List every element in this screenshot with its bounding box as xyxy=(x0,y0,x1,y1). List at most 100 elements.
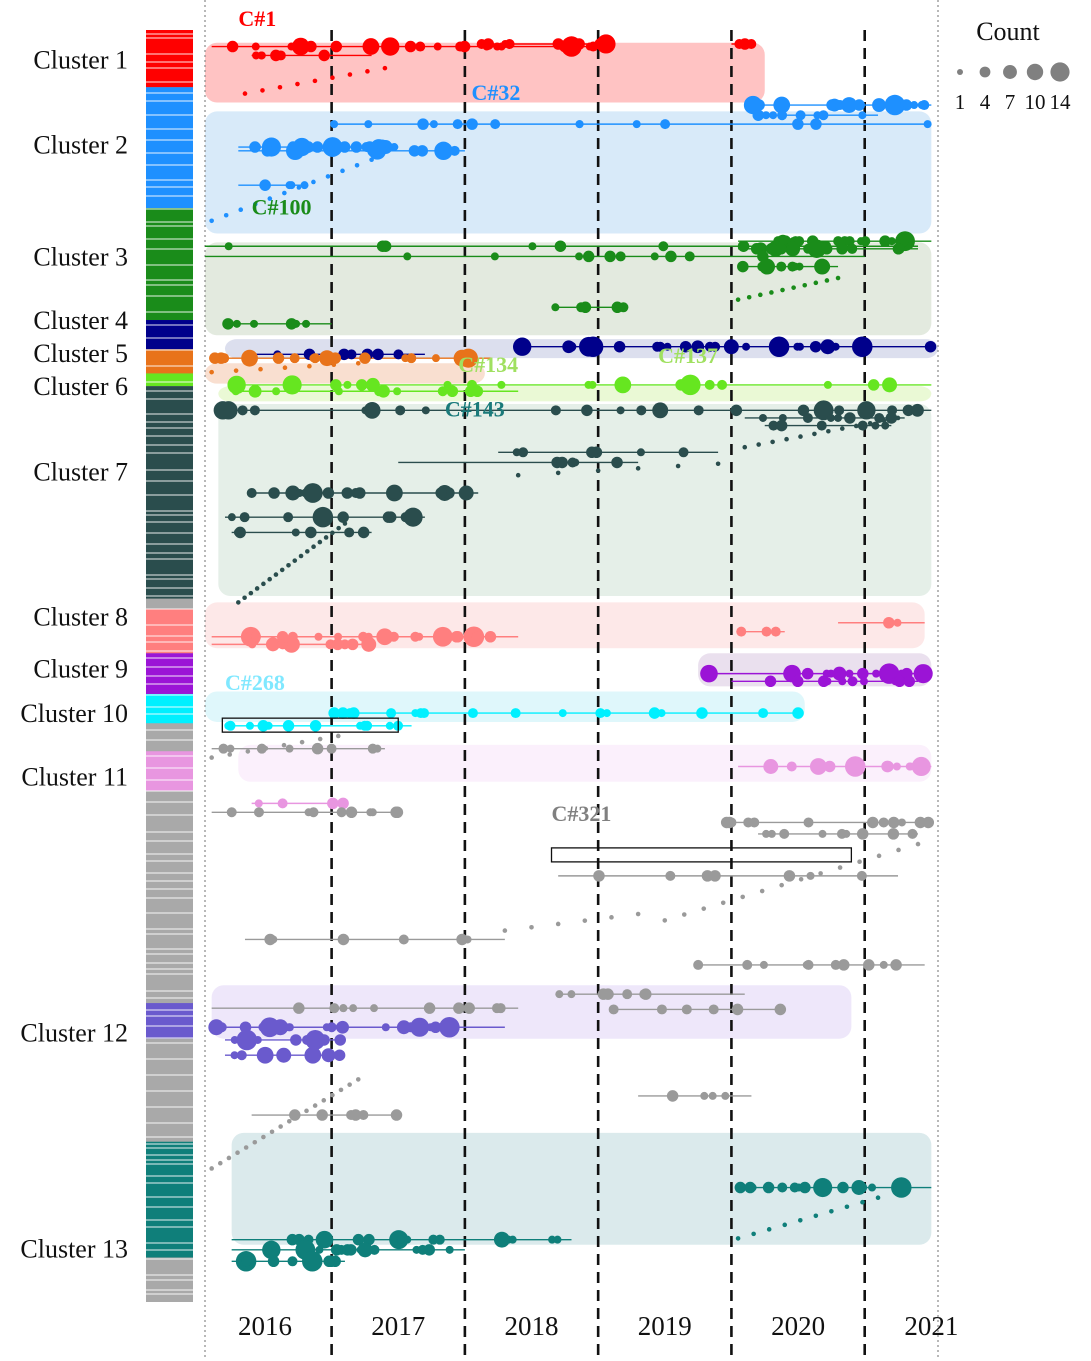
event-point xyxy=(717,379,728,390)
event-point xyxy=(792,118,804,130)
staircase-point xyxy=(875,1195,881,1200)
event-point xyxy=(838,959,850,971)
event-point xyxy=(227,375,246,395)
event-point xyxy=(613,340,626,353)
event-point xyxy=(395,405,406,416)
legend-size-label: 4 xyxy=(980,90,991,114)
event-point xyxy=(452,119,463,130)
event-point xyxy=(888,98,901,112)
event-point xyxy=(795,110,806,121)
staircase-point xyxy=(824,278,830,283)
staircase-point xyxy=(340,168,345,174)
x-tick-label: 2021 xyxy=(904,1311,958,1341)
staircase-point xyxy=(295,81,300,87)
event-point xyxy=(684,251,695,262)
event-point xyxy=(893,675,906,688)
cluster-bar-segment xyxy=(146,1141,193,1258)
event-point xyxy=(467,708,478,719)
event-point xyxy=(282,375,302,395)
event-point xyxy=(823,760,836,773)
staircase-point xyxy=(223,212,229,218)
event-point xyxy=(823,677,832,686)
event-point xyxy=(337,511,349,523)
staircase-point xyxy=(236,600,241,605)
staircase-point xyxy=(844,1204,850,1210)
event-point xyxy=(285,318,298,330)
event-point xyxy=(359,352,371,364)
event-point xyxy=(575,252,584,261)
staircase-point xyxy=(312,1103,318,1108)
event-point xyxy=(381,1023,390,1032)
staircase-point xyxy=(791,285,796,290)
event-point xyxy=(863,959,875,971)
event-point xyxy=(794,1183,803,1192)
staircase-point xyxy=(915,841,921,847)
staircase-point xyxy=(529,924,534,930)
event-point xyxy=(867,379,880,391)
event-point xyxy=(435,487,447,499)
event-point xyxy=(417,1244,428,1255)
staircase-point xyxy=(876,853,882,859)
event-point xyxy=(650,252,659,261)
staircase-point xyxy=(635,466,641,471)
event-point xyxy=(562,340,576,354)
event-point xyxy=(329,1003,340,1014)
event-point xyxy=(318,49,330,62)
staircase-point xyxy=(515,472,521,478)
cluster-label: Cluster 13 xyxy=(20,1235,128,1264)
event-point xyxy=(636,405,647,416)
event-point xyxy=(336,1020,349,1034)
event-point xyxy=(696,707,708,719)
event-point xyxy=(786,244,795,253)
event-point xyxy=(352,1233,365,1246)
staircase-point xyxy=(252,201,258,207)
staircase-point xyxy=(797,1218,803,1223)
event-point xyxy=(801,667,814,680)
event-point xyxy=(810,118,822,130)
event-point xyxy=(325,145,336,156)
cluster-label: Cluster 6 xyxy=(33,372,128,401)
event-point xyxy=(453,1002,465,1014)
event-point xyxy=(248,384,262,398)
event-point xyxy=(845,669,854,678)
staircase-point xyxy=(555,921,561,927)
cluster-bar-segment xyxy=(146,349,193,374)
event-point xyxy=(639,989,650,1000)
event-point xyxy=(334,387,343,396)
event-point xyxy=(802,412,813,423)
event-point xyxy=(337,707,349,719)
legend-size-label: 10 xyxy=(1025,90,1046,114)
event-point xyxy=(415,632,424,641)
event-point xyxy=(813,1177,833,1198)
event-point xyxy=(253,143,262,152)
event-point xyxy=(285,141,305,161)
staircase-point xyxy=(209,218,214,224)
event-point xyxy=(814,258,831,275)
event-point xyxy=(830,959,841,970)
staircase-point xyxy=(355,1077,361,1082)
event-point xyxy=(700,664,718,683)
x-tick-label: 2016 xyxy=(238,1311,292,1341)
event-point xyxy=(836,828,847,839)
event-point xyxy=(841,97,858,113)
event-point xyxy=(660,119,671,130)
event-point xyxy=(914,816,927,829)
event-point xyxy=(361,406,370,415)
event-point xyxy=(730,404,743,417)
event-point xyxy=(734,1181,747,1194)
cluster-label: Cluster 12 xyxy=(20,1018,128,1047)
event-point xyxy=(373,744,382,753)
staircase-point xyxy=(742,444,748,450)
cluster-annotation: C#32 xyxy=(472,80,521,105)
event-point xyxy=(302,1251,323,1272)
event-point xyxy=(415,41,426,52)
event-point xyxy=(393,349,404,360)
event-point xyxy=(680,374,701,396)
event-point xyxy=(911,756,931,777)
event-point xyxy=(331,638,344,651)
event-point xyxy=(403,252,412,261)
event-point xyxy=(302,1034,313,1045)
event-point xyxy=(482,38,495,50)
event-point xyxy=(658,241,669,252)
staircase-point xyxy=(242,595,247,601)
